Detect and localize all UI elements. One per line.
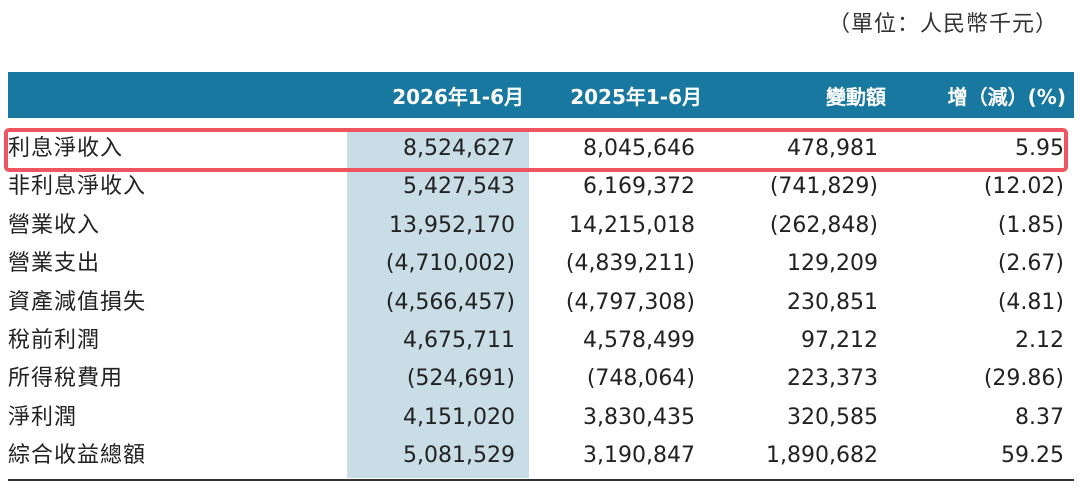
value-pct: (29.86) — [983, 366, 1064, 392]
row-label: 營業支出 — [8, 251, 101, 277]
value-pct: 8.37 — [1015, 404, 1064, 430]
value-change: 129,209 — [787, 251, 878, 277]
row-label: 營業收入 — [8, 212, 101, 238]
table-row: 營業收入 13,952,170 14,215,018 (262,848) (1.… — [0, 207, 1080, 245]
table-body: 利息淨收入 8,524,627 8,045,646 478,981 5.95 非… — [0, 130, 1080, 476]
value-change: 478,981 — [787, 136, 878, 161]
row-label: 利息淨收入 — [8, 136, 124, 161]
table-header: 2026年1-6月 2025年1-6月 變動額 增（減）(%) — [8, 72, 1074, 118]
value-2026: (4,710,002) — [385, 251, 515, 277]
value-pct: (1.85) — [997, 212, 1064, 238]
table-row: 非利息淨收入 5,427,543 6,169,372 (741,829) (12… — [0, 168, 1080, 206]
value-pct: 5.95 — [1015, 136, 1064, 161]
value-2026: 4,675,711 — [403, 327, 515, 353]
value-2026: (524,691) — [406, 366, 515, 392]
value-2025: 3,190,847 — [583, 443, 695, 469]
value-2026: 13,952,170 — [389, 212, 515, 238]
value-pct: (2.67) — [997, 251, 1064, 277]
value-change: 320,585 — [787, 404, 878, 430]
header-pct: 增（減）(%) — [947, 85, 1066, 109]
value-change: 1,890,682 — [766, 443, 878, 469]
table-row: 營業支出 (4,710,002) (4,839,211) 129,209 (2.… — [0, 245, 1080, 283]
value-2025: (4,839,211) — [565, 251, 695, 277]
value-pct: 2.12 — [1015, 327, 1064, 353]
value-2025: (748,064) — [586, 366, 695, 392]
header-change: 變動額 — [826, 85, 886, 109]
value-2026: (4,566,457) — [385, 289, 515, 315]
current-period-column-shade — [347, 128, 529, 478]
value-2025: 3,830,435 — [583, 404, 695, 430]
row-label: 稅前利潤 — [8, 327, 101, 353]
table-bottom-rule — [8, 479, 1074, 481]
value-pct: (4.81) — [997, 289, 1064, 315]
value-pct: (12.02) — [983, 174, 1064, 200]
value-2025: 8,045,646 — [583, 136, 695, 161]
header-2025: 2025年1-6月 — [570, 85, 702, 109]
table-row: 綜合收益總額 5,081,529 3,190,847 1,890,682 59.… — [0, 437, 1080, 475]
row-label: 綜合收益總額 — [8, 443, 147, 469]
value-2025: (4,797,308) — [565, 289, 695, 315]
value-change: 97,212 — [801, 327, 878, 353]
table-row: 所得稅費用 (524,691) (748,064) 223,373 (29.86… — [0, 360, 1080, 398]
table-row: 稅前利潤 4,675,711 4,578,499 97,212 2.12 — [0, 322, 1080, 360]
header-2026: 2026年1-6月 — [392, 85, 524, 109]
row-label: 資產減值損失 — [8, 289, 147, 315]
value-2025: 4,578,499 — [583, 327, 695, 353]
value-change: (741,829) — [769, 174, 878, 200]
row-label: 淨利潤 — [8, 404, 78, 430]
unit-note: （單位：人民幣千元） — [827, 12, 1058, 37]
value-2025: 14,215,018 — [569, 212, 695, 238]
value-change: (262,848) — [769, 212, 878, 238]
value-2025: 6,169,372 — [583, 174, 695, 200]
row-label: 所得稅費用 — [8, 366, 124, 392]
value-change: 223,373 — [787, 366, 878, 392]
row-label: 非利息淨收入 — [8, 174, 147, 200]
table-row: 淨利潤 4,151,020 3,830,435 320,585 8.37 — [0, 399, 1080, 437]
value-pct: 59.25 — [1001, 443, 1064, 469]
value-2026: 4,151,020 — [403, 404, 515, 430]
table-row: 利息淨收入 8,524,627 8,045,646 478,981 5.95 — [0, 130, 1080, 168]
value-2026: 5,427,543 — [403, 174, 515, 200]
highlight-box — [4, 128, 1068, 172]
value-2026: 8,524,627 — [403, 136, 515, 161]
table-row: 資產減值損失 (4,566,457) (4,797,308) 230,851 (… — [0, 284, 1080, 322]
value-2026: 5,081,529 — [403, 443, 515, 469]
value-change: 230,851 — [787, 289, 878, 315]
